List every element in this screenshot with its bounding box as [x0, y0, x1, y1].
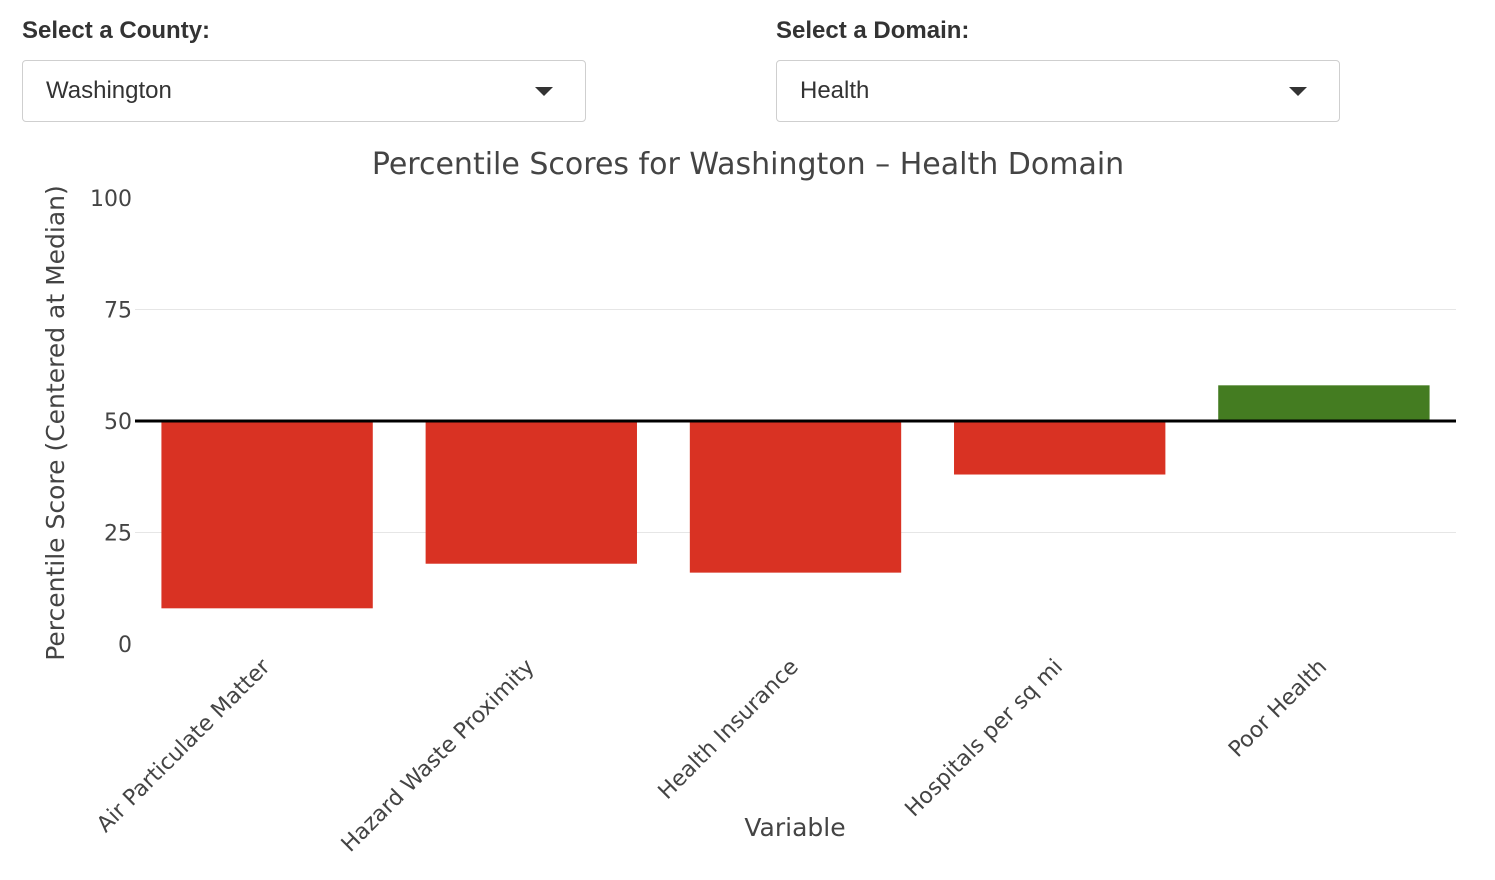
y-tick-label: 100 — [90, 187, 132, 212]
y-tick-label: 75 — [104, 299, 132, 324]
bar — [1218, 385, 1430, 421]
bar — [161, 421, 373, 609]
y-tick-label: 50 — [104, 410, 132, 435]
y-axis: 0 25 50 75 100 — [90, 187, 132, 658]
chevron-down-icon — [535, 86, 553, 96]
y-tick-label: 25 — [104, 522, 132, 547]
x-tick-label: Air Particulate Matter — [92, 654, 276, 838]
domain-select[interactable]: Health — [776, 60, 1340, 122]
bar-chart: 0 25 50 75 100 Air Particulate Matter Hazard … — [41, 147, 1456, 857]
bars — [135, 385, 1456, 609]
bar — [425, 421, 637, 564]
domain-control: Select a Domain: Health — [776, 16, 1340, 122]
x-axis-title: Variable — [744, 813, 845, 842]
x-tick-label: Poor Health — [1224, 655, 1332, 763]
y-axis-title: Percentile Score (Centered at Median) — [41, 185, 70, 661]
y-tick-label: 0 — [118, 633, 132, 658]
x-tick-label: Hospitals per sq mi — [901, 655, 1068, 822]
domain-select-label: Select a Domain: — [776, 17, 970, 44]
county-select[interactable]: Washington — [22, 60, 586, 122]
county-select-label: Select a County: — [22, 17, 211, 44]
bar — [689, 421, 902, 573]
county-control: Select a County: Washington — [22, 16, 586, 122]
bar — [954, 421, 1166, 475]
chevron-down-icon — [1289, 86, 1307, 96]
x-axis: Air Particulate Matter Hazard Waste Proxi… — [92, 654, 1332, 857]
x-tick-label: Hazard Waste Proximity — [337, 655, 540, 858]
county-select-value: Washington — [46, 77, 172, 104]
domain-select-value: Health — [800, 77, 870, 104]
chart-title: Percentile Scores for Washington – Healt… — [372, 147, 1124, 182]
x-tick-label: Health Insurance — [654, 655, 804, 805]
